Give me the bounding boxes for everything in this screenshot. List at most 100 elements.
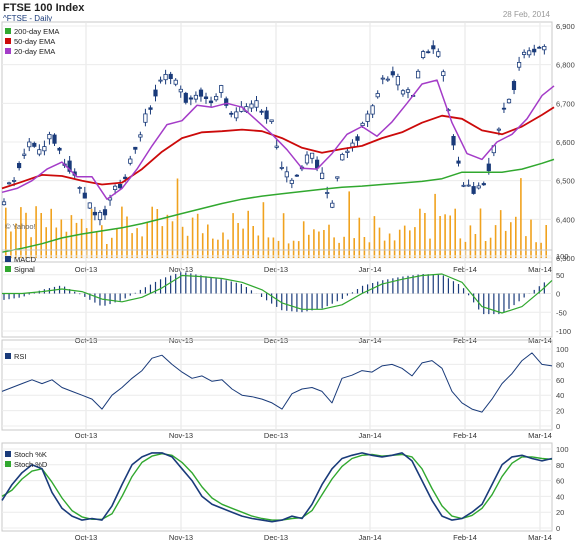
candle-body [16,162,22,169]
legend-label-1-0: MACD [14,255,37,264]
legend-swatch-1-0 [5,256,11,262]
ema-line-2 [1,79,555,200]
volume-bar [116,228,118,258]
legend-swatch-0-0 [5,28,11,34]
volume-bar [217,239,219,258]
x-tick-label-2-2: Dec-13 [264,431,288,440]
volume-bar [247,210,249,258]
x-tick-label-3-5: Mar-14 [528,533,552,540]
candle-body [1,201,7,206]
volume-bar [318,231,320,258]
volume-bar [343,236,345,258]
volume-bar [65,231,68,258]
volume-bar [323,230,325,258]
legend-swatch-3-1 [5,461,11,467]
y-tick-label-2-5: 0 [556,422,560,431]
chart-title: FTSE 100 Index [3,2,85,14]
candle-body [274,145,279,148]
volume-bar [302,221,305,258]
candle-body [279,166,284,169]
volume-bar [459,238,462,258]
volume-bar [5,207,7,258]
candle-body [193,94,198,100]
candle-body [415,70,421,79]
volume-bar [207,224,209,258]
volume-bar [272,237,275,258]
candle-body [213,96,219,101]
volume-bar [146,222,148,258]
candle-body [451,135,456,146]
candle-body [173,79,178,85]
volume-bar [151,206,153,258]
volume-bar [90,208,93,258]
volume-bar [232,213,234,258]
candle-body [153,89,158,97]
volume-bar [499,210,502,258]
candle-body [395,76,401,86]
candle-body [461,184,466,187]
candle-body [375,93,380,98]
candle-body [198,89,204,97]
volume-bar [277,240,280,258]
candle-body [67,160,72,172]
volume-bar [292,240,295,258]
candle-body [405,89,411,93]
y-tick-label-3-5: 0 [556,524,560,533]
candle-body [123,176,128,180]
ema-line-0 [1,158,555,253]
volume-bar [409,230,411,258]
candle-body [254,100,259,108]
volume-bar [308,234,310,258]
volume-bar [156,209,159,258]
symbol-label: ^FTSE - Daily [3,14,52,23]
volume-bar [257,235,260,258]
candle-body [249,103,254,109]
volume-bar [85,228,88,258]
candle-body [385,78,390,81]
candle-body [325,192,330,194]
candle-body [92,211,97,216]
candle-body [32,142,37,147]
candle-body [304,154,310,164]
candle-body [284,171,289,178]
y-tick-label-0-4: 6,500 [556,177,575,186]
volume-bar [474,234,477,258]
x-tick-label-2-0: Oct-13 [75,431,98,440]
volume-bar [222,232,224,258]
x-tick-label-3-1: Nov-13 [169,533,193,540]
candle-body [542,46,547,51]
candle-body [133,146,138,150]
candle-body [37,149,42,155]
candle-body [511,81,517,91]
volume-bar [282,213,285,258]
volume-bar [161,226,164,258]
candle-body [52,134,57,144]
volume-bar [393,240,396,258]
volume-bar [201,233,204,258]
candle-body [527,50,532,56]
y-tick-label-1-0: 100 [556,252,569,261]
volume-bar [520,178,522,258]
x-tick-label-3-3: Jan-14 [359,533,382,540]
candle-body [466,184,471,187]
x-tick-label-2-1: Nov-13 [169,431,193,440]
volume-bar [227,239,229,258]
volume-bar [101,225,103,258]
candle-body [390,71,395,76]
volume-bar [454,208,456,258]
candle-body [532,48,537,53]
candle-body [506,98,512,104]
volume-bar [176,178,179,258]
candle-body [47,133,52,140]
legend-swatch-3-0 [5,451,11,457]
volume-bar [131,233,133,258]
volume-bar [75,222,78,258]
candle-body [188,97,193,100]
legend-swatch-0-1 [5,38,11,44]
candle-body [360,122,365,127]
candle-body [77,187,82,189]
volume-bar [25,212,27,258]
candle-body [224,98,229,106]
